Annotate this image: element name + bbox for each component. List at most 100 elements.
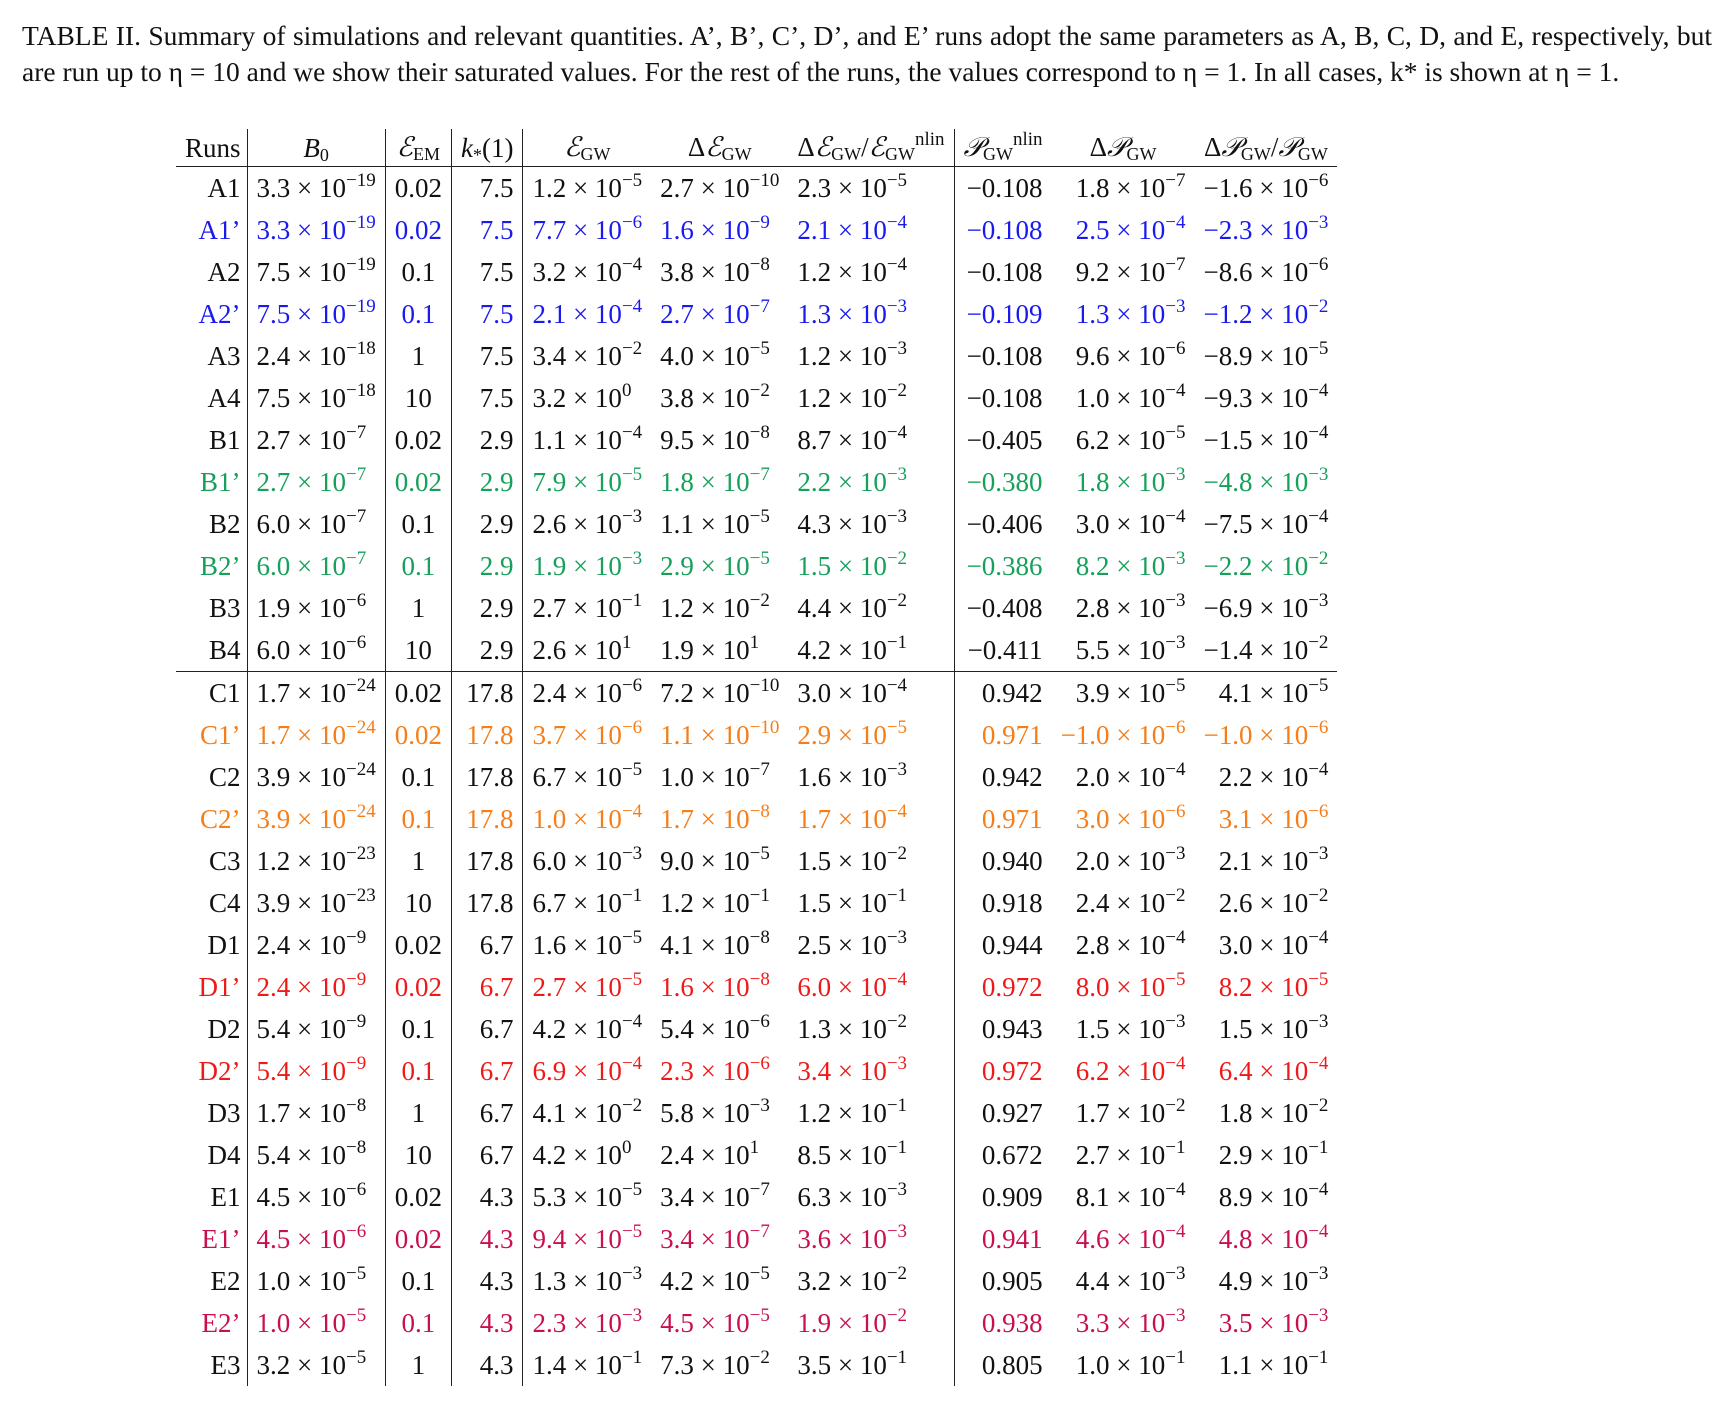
cell-dpgw: 8.0 × 10−5	[1052, 966, 1195, 1008]
cell-b0-exponent: −19	[346, 170, 376, 191]
cell-dpgw-ratio: −9.3 × 10−4	[1195, 377, 1338, 419]
cell-kstar: 17.8	[450, 671, 523, 714]
cell-dpgw-exponent: −3	[1165, 632, 1186, 653]
cell-dpgw: 3.0 × 10−6	[1052, 798, 1195, 840]
cell-pgw: 0.672	[953, 1134, 1052, 1176]
cell-pgw: −0.405	[953, 419, 1052, 461]
cell-pgw: 0.938	[953, 1302, 1052, 1344]
cell-dpgw-mantissa: 5.5 × 10	[1075, 635, 1166, 665]
cell-kstar: 4.3	[450, 1302, 523, 1344]
cell-degw: 4.0 × 10−5	[651, 335, 788, 377]
cell-dpgw-mantissa: 1.0 × 10	[1075, 383, 1166, 413]
cell-egw: 5.3 × 10−5	[522, 1176, 652, 1218]
cell-dpgw-exponent: −2	[1165, 885, 1186, 906]
cell-degw-ratio: 1.9 × 10−2	[788, 1302, 954, 1344]
cell-dpgw: 9.2 × 10−7	[1052, 251, 1195, 293]
cell-degw-exponent: −1	[749, 885, 770, 906]
cell-b0-mantissa: 4.5 × 10	[256, 1182, 347, 1212]
header-degw-ratio: ΔℰGW/ℰGWnlin	[788, 129, 955, 167]
cell-dpgw-ratio-mantissa: 3.1 × 10	[1218, 804, 1309, 834]
cell-egw-mantissa: 3.4 × 10	[532, 341, 622, 371]
cell-pgw: −0.411	[953, 629, 1052, 672]
cell-kstar: 2.9	[450, 419, 523, 461]
cell-b0-exponent: −6	[346, 1221, 367, 1242]
cell-b0-mantissa: 1.0 × 10	[256, 1308, 347, 1338]
cell-b0: 1.0 × 10−5	[246, 1302, 386, 1344]
cell-degw-exponent: −8	[749, 969, 770, 990]
cell-dpgw-ratio-exponent: −4	[1308, 927, 1329, 948]
table-row: B1 2.7 × 10−7 0.02 2.9 1.1 × 10−4 9.5 × 10−8 8…	[176, 419, 1337, 461]
cell-dpgw-ratio: −1.4 × 10−2	[1195, 629, 1338, 672]
cell-egw: 4.2 × 100	[522, 1134, 652, 1176]
cell-degw-ratio-exponent: −3	[886, 759, 908, 780]
cell-degw-mantissa: 3.4 × 10	[660, 1182, 750, 1212]
cell-egw-mantissa: 3.2 × 10	[532, 257, 622, 287]
cell-degw-ratio-exponent: −2	[886, 1011, 908, 1032]
cell-egw-exponent: −5	[621, 927, 643, 948]
cell-dpgw-ratio-mantissa: −9.3 × 10	[1203, 383, 1309, 413]
cell-pgw: 0.942	[953, 756, 1052, 798]
cell-dpgw-exponent: −5	[1165, 969, 1186, 990]
cell-dpgw-ratio: 3.0 × 10−4	[1195, 924, 1338, 966]
cell-degw-ratio-mantissa: 1.2 × 10	[797, 341, 887, 371]
cell-eem: 0.02	[384, 166, 452, 209]
cell-egw-mantissa: 2.7 × 10	[532, 593, 622, 623]
cell-eem: 0.02	[384, 924, 452, 966]
cell-egw-mantissa: 1.3 × 10	[532, 1266, 622, 1296]
cell-egw-mantissa: 6.0 × 10	[532, 846, 622, 876]
cell-run: C1’	[200, 720, 241, 750]
cell-egw: 7.7 × 10−6	[522, 209, 652, 251]
cell-run: D1’	[198, 972, 241, 1002]
cell-egw-exponent: −4	[621, 801, 643, 822]
cell-egw-exponent: −3	[621, 1305, 643, 1326]
cell-dpgw: 5.5 × 10−3	[1052, 629, 1195, 672]
cell-dpgw-exponent: −4	[1165, 927, 1186, 948]
cell-dpgw-exponent: −1	[1165, 1137, 1186, 1158]
cell-dpgw-mantissa: 9.2 × 10	[1075, 257, 1166, 287]
cell-dpgw: 1.0 × 10−4	[1052, 377, 1195, 419]
cell-pgw: 0.805	[953, 1344, 1052, 1386]
cell-kstar: 6.7	[450, 1092, 523, 1134]
cell-egw-mantissa: 1.2 × 10	[532, 173, 622, 203]
cell-degw-exponent: −5	[749, 1305, 770, 1326]
cell-run: B2’	[200, 551, 241, 581]
cell-pgw: −0.108	[953, 335, 1052, 377]
table-row: C2 3.9 × 10−24 0.1 17.8 6.7 × 10−5 1.0 × 10−7…	[176, 756, 1337, 798]
cell-pgw: 0.971	[953, 714, 1052, 756]
cell-b0-mantissa: 3.3 × 10	[256, 215, 347, 245]
cell-kstar: 2.9	[450, 503, 523, 545]
cell-degw: 1.1 × 10−10	[651, 714, 788, 756]
cell-egw-exponent: −3	[621, 1263, 643, 1284]
cell-degw-exponent: −8	[749, 927, 770, 948]
cell-degw: 7.2 × 10−10	[651, 671, 789, 714]
cell-pgw: 0.909	[953, 1176, 1052, 1218]
cell-degw: 3.8 × 10−8	[651, 251, 788, 293]
cell-pgw: −0.108	[953, 377, 1052, 419]
cell-degw-ratio: 2.3 × 10−5	[788, 167, 954, 210]
cell-b0-exponent: −6	[346, 590, 367, 611]
cell-eem: 0.1	[384, 1260, 452, 1302]
cell-degw-ratio-mantissa: 1.9 × 10	[797, 1308, 887, 1338]
cell-degw-mantissa: 1.2 × 10	[660, 888, 750, 918]
cell-egw: 1.4 × 10−1	[522, 1344, 652, 1386]
cell-egw: 2.3 × 10−3	[522, 1302, 652, 1344]
cell-dpgw-exponent: −7	[1165, 170, 1186, 191]
cell-b0-exponent: −24	[346, 717, 376, 738]
cell-kstar: 2.9	[450, 587, 523, 629]
cell-degw-ratio: 3.4 × 10−3	[788, 1050, 954, 1092]
cell-eem: 0.1	[384, 545, 452, 587]
cell-dpgw-mantissa: 3.0 × 10	[1075, 804, 1166, 834]
cell-pgw: 0.943	[953, 1008, 1052, 1050]
cell-degw-ratio-mantissa: 2.3 × 10	[797, 173, 887, 203]
cell-dpgw-ratio-mantissa: −4.8 × 10	[1203, 467, 1309, 497]
cell-pgw: 0.927	[953, 1092, 1052, 1134]
cell-degw-ratio-exponent: −4	[886, 212, 908, 233]
table-row: E1 4.5 × 10−6 0.02 4.3 5.3 × 10−5 3.4 × 10−7 6…	[176, 1176, 1337, 1218]
cell-b0-mantissa: 6.0 × 10	[256, 635, 347, 665]
cell-egw: 3.7 × 10−6	[522, 714, 652, 756]
cell-b0: 1.0 × 10−5	[246, 1260, 386, 1302]
cell-dpgw-exponent: −3	[1165, 548, 1186, 569]
cell-degw-mantissa: 4.5 × 10	[660, 1308, 750, 1338]
cell-dpgw-ratio-exponent: −6	[1308, 801, 1329, 822]
cell-b0-exponent: −9	[346, 927, 367, 948]
